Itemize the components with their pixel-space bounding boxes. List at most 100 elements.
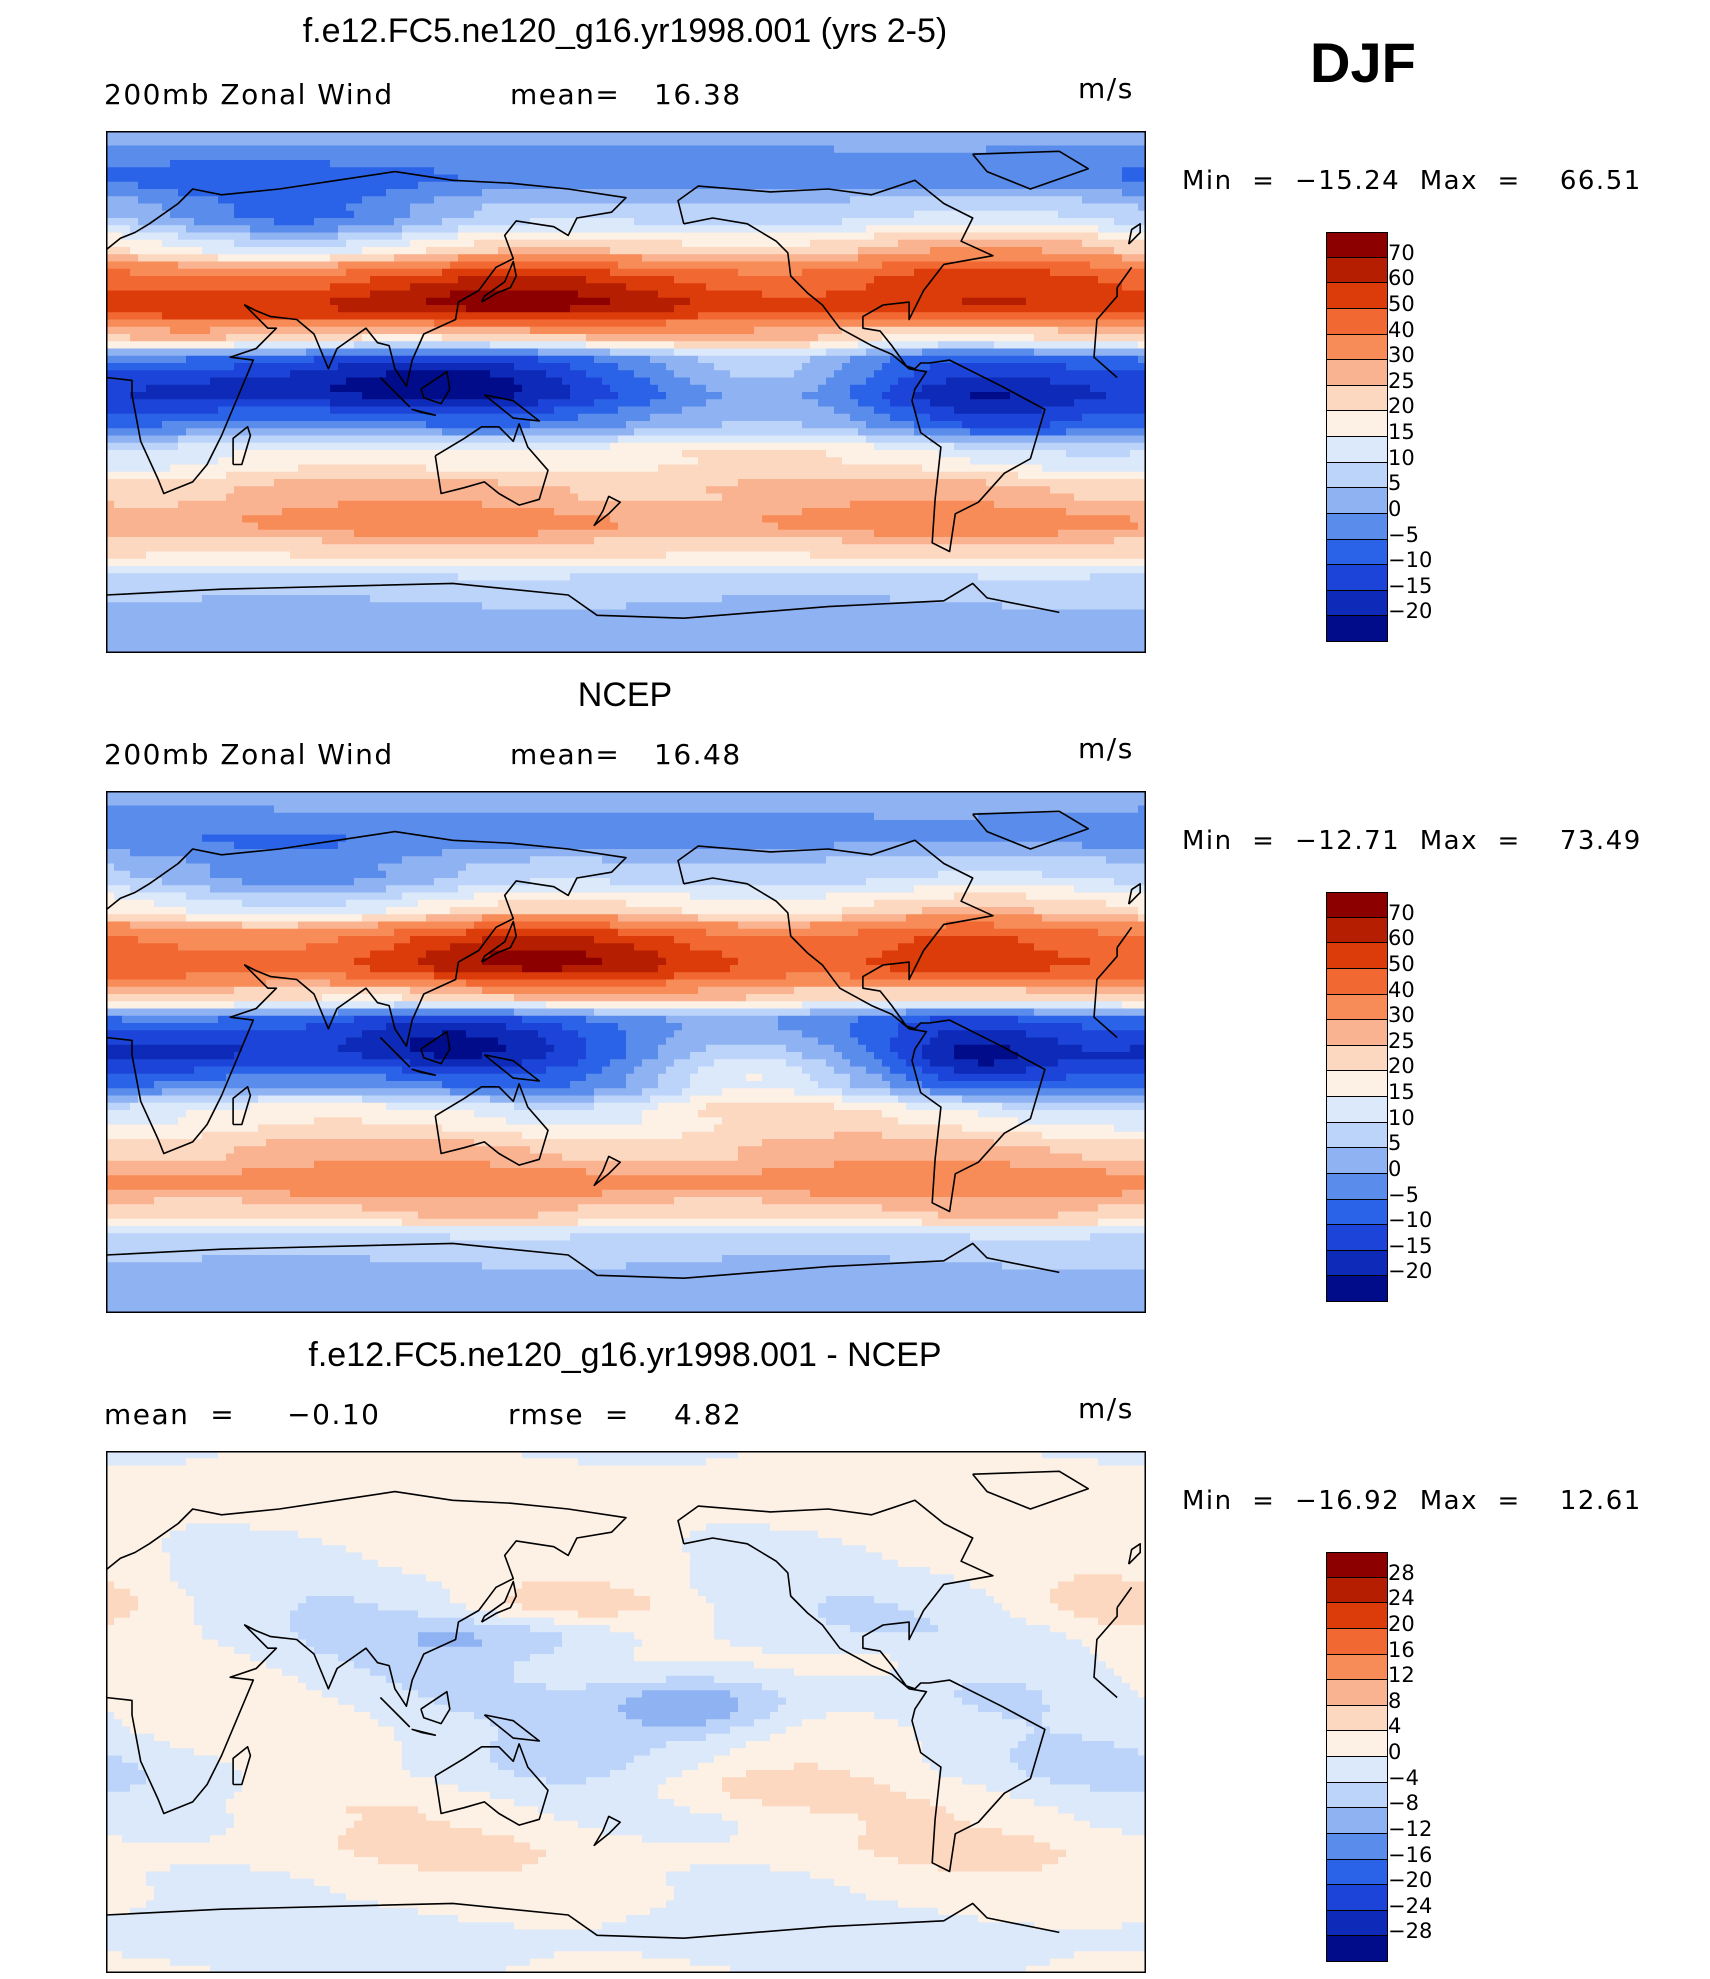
contour-cell bbox=[546, 268, 555, 277]
contour-cell bbox=[802, 312, 811, 321]
contour-cell bbox=[1114, 290, 1123, 299]
contour-cell bbox=[346, 254, 355, 263]
contour-cell bbox=[1010, 210, 1019, 219]
contour-cell bbox=[482, 210, 491, 219]
contour-cell bbox=[994, 254, 1003, 263]
contour-cell bbox=[802, 232, 811, 241]
contour-cell bbox=[530, 239, 539, 248]
contour-cell bbox=[866, 348, 875, 357]
contour-cell bbox=[762, 377, 771, 386]
contour-cell bbox=[682, 312, 691, 321]
contour-cell bbox=[378, 326, 387, 335]
panel1-stat-label: mean= bbox=[510, 78, 620, 111]
contour-cell bbox=[666, 131, 675, 139]
contour-cell bbox=[906, 145, 915, 154]
contour-cell bbox=[266, 341, 275, 350]
contour-cell bbox=[442, 167, 451, 176]
contour-cell bbox=[842, 392, 851, 400]
contour-cell bbox=[258, 196, 267, 205]
contour-cell bbox=[994, 399, 1003, 408]
contour-cell bbox=[594, 152, 603, 161]
contour-cell bbox=[818, 225, 827, 234]
contour-cell bbox=[426, 131, 435, 139]
contour-cell bbox=[818, 370, 827, 379]
contour-cell bbox=[986, 196, 995, 205]
contour-cell bbox=[242, 145, 251, 154]
contour-cell bbox=[394, 218, 403, 226]
contour-cell bbox=[554, 167, 563, 176]
contour-cell bbox=[1034, 247, 1043, 255]
contour-cell bbox=[586, 355, 595, 364]
contour-cell bbox=[1082, 341, 1091, 350]
contour-cell bbox=[530, 363, 539, 371]
contour-cell bbox=[394, 312, 403, 321]
contour-cell bbox=[1082, 254, 1091, 263]
contour-cell bbox=[1130, 196, 1139, 205]
contour-cell bbox=[1082, 355, 1091, 364]
contour-cell bbox=[282, 189, 291, 197]
contour-cell bbox=[170, 384, 179, 393]
contour-cell bbox=[418, 290, 427, 299]
contour-cell bbox=[1026, 247, 1035, 255]
contour-cell bbox=[1042, 297, 1051, 306]
contour-cell bbox=[1026, 131, 1035, 139]
contour-cell bbox=[658, 152, 667, 161]
contour-cell bbox=[298, 305, 307, 313]
contour-cell bbox=[442, 131, 451, 139]
contour-cell bbox=[850, 377, 859, 386]
contour-cell bbox=[810, 181, 819, 190]
contour-cell bbox=[1002, 145, 1011, 154]
contour-cell bbox=[1050, 348, 1059, 357]
contour-cell bbox=[610, 384, 619, 393]
contour-cell bbox=[954, 276, 963, 284]
contour-cell bbox=[506, 210, 515, 219]
contour-cell bbox=[818, 326, 827, 335]
contour-cell bbox=[354, 406, 363, 415]
contour-cell bbox=[1122, 261, 1131, 270]
contour-cell bbox=[970, 355, 979, 364]
contour-cell bbox=[858, 145, 867, 154]
contour-cell bbox=[762, 370, 771, 379]
contour-cell bbox=[370, 305, 379, 313]
contour-cell bbox=[250, 355, 259, 364]
contour-cell bbox=[682, 254, 691, 263]
contour-cell bbox=[362, 261, 371, 270]
contour-cell bbox=[1090, 334, 1099, 342]
contour-cell bbox=[138, 152, 147, 161]
contour-cell bbox=[186, 290, 195, 299]
contour-cell bbox=[674, 305, 683, 313]
contour-cell bbox=[482, 145, 491, 154]
contour-cell bbox=[1074, 305, 1083, 313]
contour-cell bbox=[450, 247, 459, 255]
contour-cell bbox=[850, 203, 859, 212]
contour-cell bbox=[986, 160, 995, 168]
contour-cell bbox=[642, 254, 651, 263]
contour-cell bbox=[394, 261, 403, 270]
contour-cell bbox=[826, 399, 835, 408]
contour-cell bbox=[562, 167, 571, 176]
contour-cell bbox=[306, 247, 315, 255]
contour-cell bbox=[954, 363, 963, 371]
contour-cell bbox=[130, 326, 139, 335]
contour-cell bbox=[658, 131, 667, 139]
contour-cell bbox=[986, 181, 995, 190]
contour-cell bbox=[842, 152, 851, 161]
contour-cell bbox=[266, 210, 275, 219]
contour-cell bbox=[458, 283, 467, 292]
contour-cell bbox=[906, 152, 915, 161]
contour-cell bbox=[562, 290, 571, 299]
contour-cell bbox=[194, 341, 203, 350]
contour-cell bbox=[858, 239, 867, 248]
contour-cell bbox=[770, 167, 779, 176]
contour-cell bbox=[322, 218, 331, 226]
contour-cell bbox=[338, 334, 347, 342]
contour-cell bbox=[282, 319, 291, 328]
contour-cell bbox=[1066, 254, 1075, 263]
contour-cell bbox=[458, 138, 467, 147]
contour-cell bbox=[210, 348, 219, 357]
contour-cell bbox=[1090, 399, 1099, 408]
contour-cell bbox=[482, 305, 491, 313]
contour-cell bbox=[514, 196, 523, 205]
contour-cell bbox=[338, 160, 347, 168]
contour-cell bbox=[282, 384, 291, 393]
